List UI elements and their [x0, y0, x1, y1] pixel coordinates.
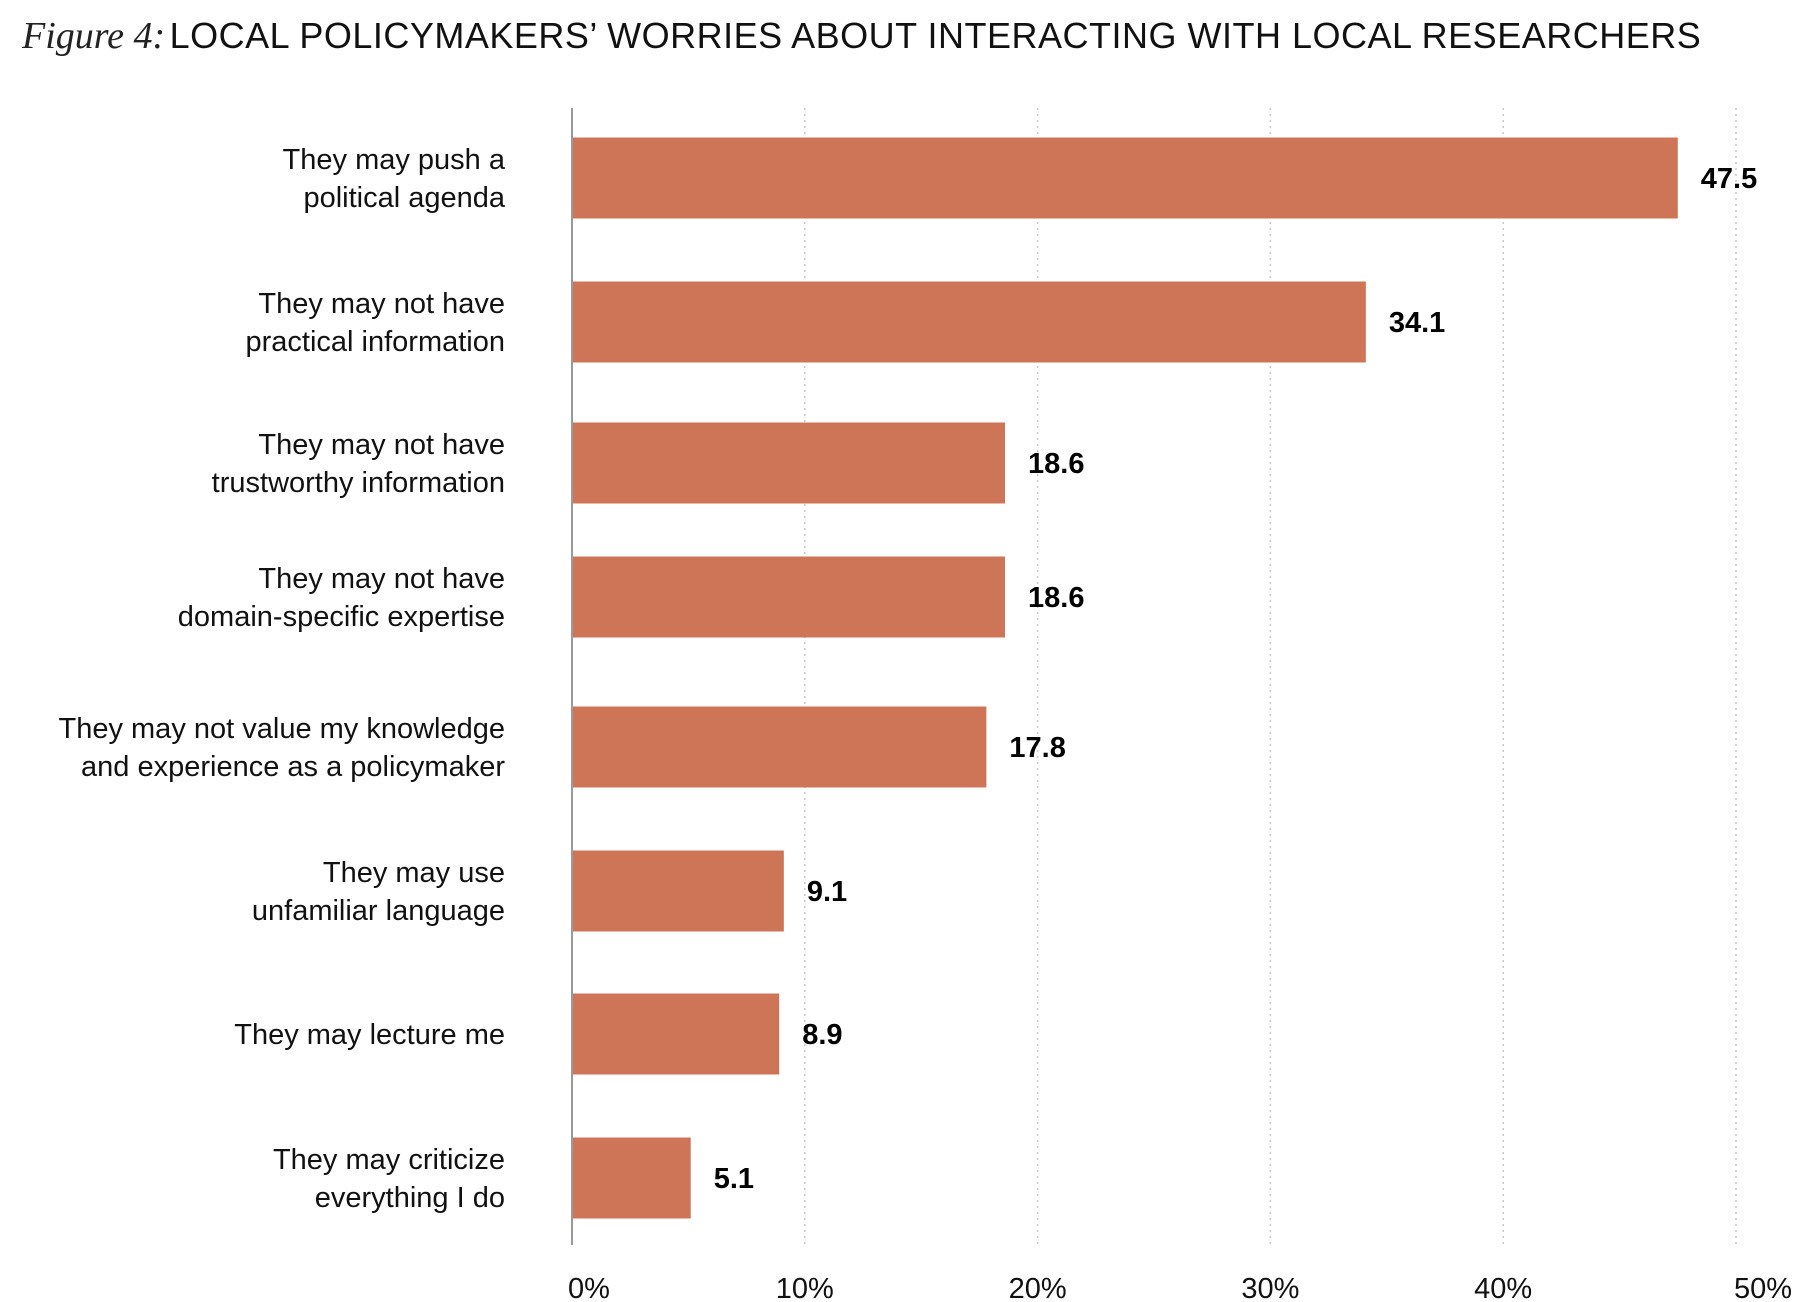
value-label: 8.9: [802, 1019, 842, 1051]
category-label: They may push a political agenda: [283, 144, 506, 214]
category-label: They may criticize everything I do: [273, 1144, 505, 1214]
bar: [572, 850, 784, 932]
value-label: 17.8: [1009, 732, 1065, 764]
category-label-line: They may use: [323, 857, 505, 889]
category-label: They may not have practical information: [246, 288, 506, 358]
x-tick-label: 30%: [1241, 1273, 1299, 1302]
gridlines: [804, 108, 1737, 1245]
x-tick-label: 20%: [1009, 1273, 1067, 1302]
category-label-line: unfamiliar language: [252, 895, 505, 927]
x-tick-label: 10%: [776, 1273, 834, 1302]
category-label-line: They may not value my knowledge: [59, 713, 506, 745]
bar: [572, 281, 1366, 363]
bar: [572, 556, 1006, 638]
x-tick-label: 40%: [1474, 1273, 1532, 1302]
value-label: 34.1: [1389, 307, 1445, 339]
category-label-line: trustworthy information: [212, 467, 505, 499]
value-label: 18.6: [1028, 448, 1084, 480]
category-label: They may use unfamiliar language: [252, 857, 505, 927]
category-label-line: They may not have: [258, 563, 505, 595]
x-tick-labels: 0% 10% 20% 30% 40% 50%: [568, 1273, 1792, 1302]
category-label-line: They may not have: [258, 429, 505, 461]
category-label: They may not have trustworthy information: [212, 429, 505, 499]
value-label: 47.5: [1701, 163, 1757, 195]
x-tick-label: 0%: [568, 1273, 610, 1302]
x-tick-label: 50%: [1734, 1273, 1792, 1302]
value-label: 5.1: [714, 1163, 754, 1195]
category-label: They may not have domain-specific experti…: [178, 563, 505, 633]
bar: [572, 137, 1678, 219]
value-label: 9.1: [807, 876, 847, 908]
figure-title: Figure 4: LOCAL POLICYMAKERS’ WORRIES AB…: [22, 6, 1782, 66]
category-label: They may lecture me: [234, 1019, 505, 1051]
bars: [572, 137, 1678, 1219]
bar: [572, 706, 987, 788]
chart-title: LOCAL POLICYMAKERS’ WORRIES ABOUT INTERA…: [169, 15, 1702, 56]
value-labels: 47.5 34.1 18.6 18.6 17.8 9.1 8.9 5.1: [714, 163, 1758, 1195]
category-label-line: everything I do: [315, 1182, 505, 1214]
category-label-line: They may criticize: [273, 1144, 505, 1176]
figure-label: Figure 4:: [22, 15, 166, 57]
bar: [572, 993, 780, 1075]
category-label-line: and experience as a policymaker: [81, 751, 505, 783]
category-label-line: They may lecture me: [234, 1019, 505, 1051]
value-label: 18.6: [1028, 582, 1084, 614]
category-label-line: practical information: [246, 326, 506, 358]
bar: [572, 422, 1006, 504]
category-label-line: They may push a: [283, 144, 506, 176]
bar: [572, 1137, 691, 1219]
category-label-line: political agenda: [303, 182, 505, 214]
category-label-line: domain-specific expertise: [178, 601, 505, 633]
category-label-line: They may not have: [258, 288, 505, 320]
category-label: They may not value my knowledge and exper…: [59, 713, 506, 783]
